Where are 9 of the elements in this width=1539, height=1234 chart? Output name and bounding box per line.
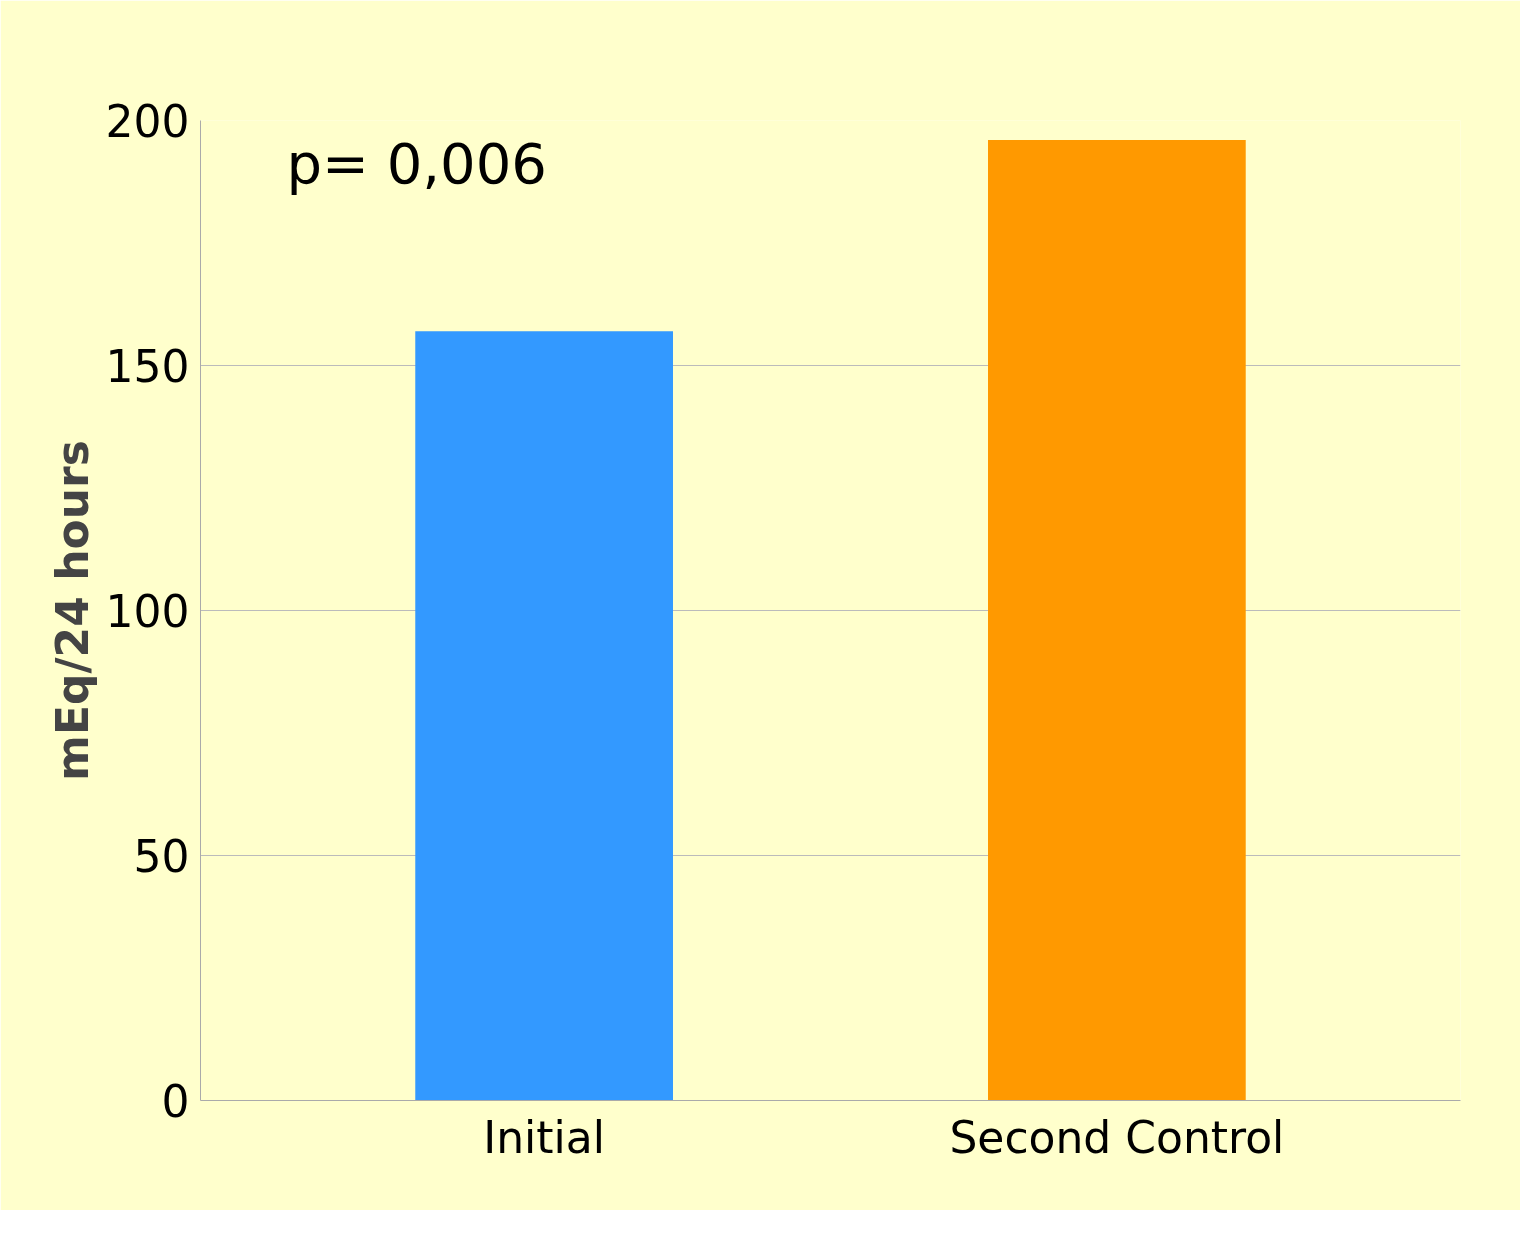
y-axis-title: mEq/24 hours [46, 440, 98, 781]
x-tick-label: Initial [483, 1111, 606, 1163]
y-tick-label: 150 [105, 341, 190, 392]
y-tick-label: 200 [105, 96, 190, 147]
y-tick-label: 50 [133, 831, 190, 882]
x-tick-label: Second Control [949, 1111, 1285, 1163]
annotation: p= 0,006 [286, 130, 547, 196]
y-tick-label: 0 [161, 1076, 190, 1127]
y-tick-label: 100 [105, 586, 190, 637]
